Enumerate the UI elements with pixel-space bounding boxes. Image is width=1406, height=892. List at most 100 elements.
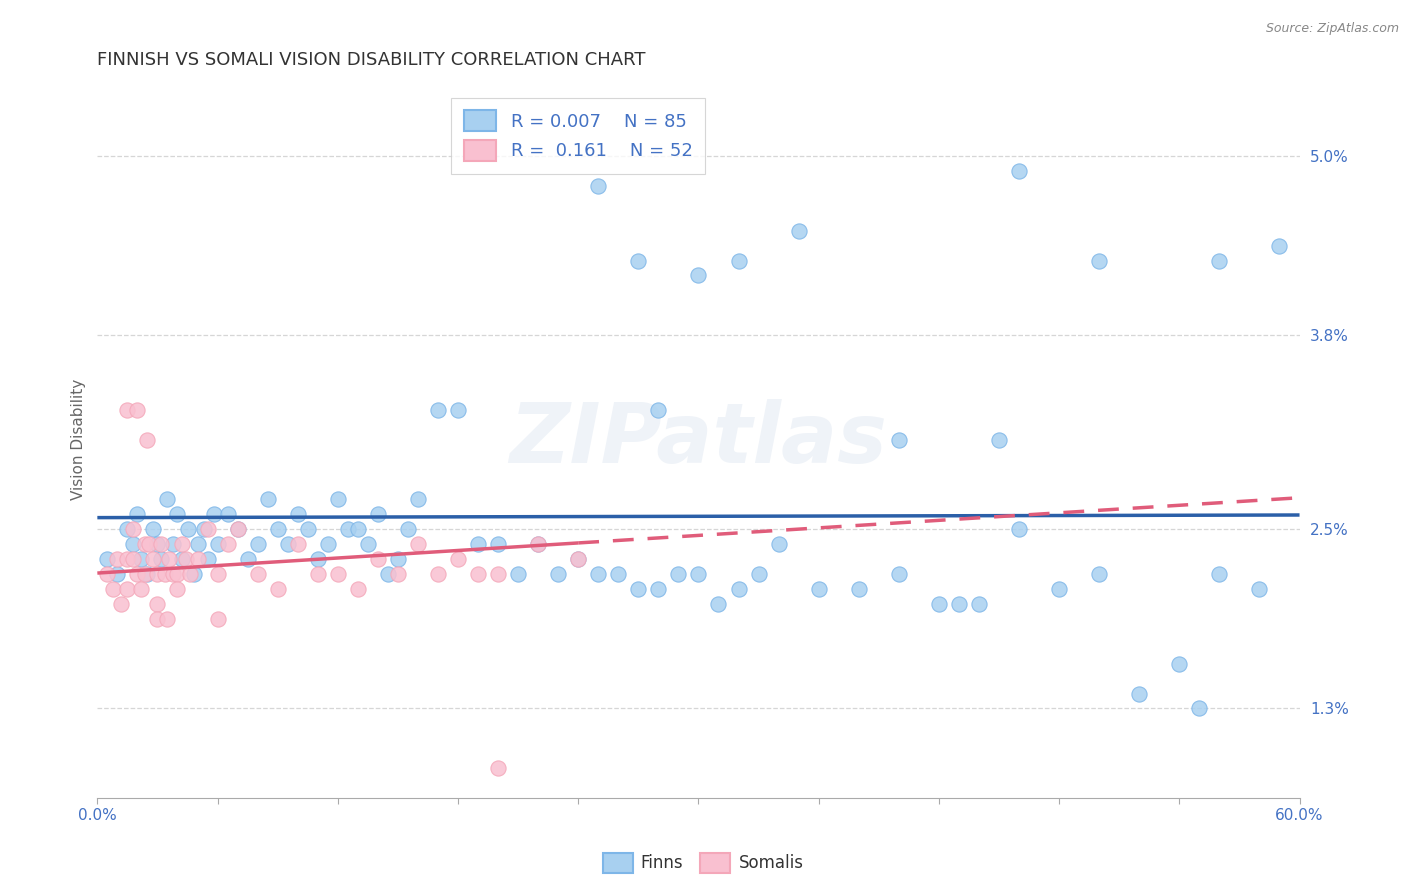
- Point: [307, 567, 329, 582]
- Point: [166, 508, 188, 522]
- Point: [146, 537, 169, 551]
- Point: [170, 537, 193, 551]
- Point: [266, 582, 288, 596]
- Point: [217, 537, 239, 551]
- Point: [136, 567, 159, 582]
- Y-axis label: Vision Disability: Vision Disability: [72, 379, 86, 500]
- Point: [1088, 567, 1111, 582]
- Point: [1168, 657, 1191, 671]
- Point: [887, 567, 910, 582]
- Point: [246, 567, 269, 582]
- Point: [117, 522, 139, 536]
- Point: [134, 567, 156, 582]
- Point: [202, 508, 225, 522]
- Point: [162, 567, 184, 582]
- Point: [426, 567, 449, 582]
- Point: [162, 537, 184, 551]
- Point: [127, 508, 149, 522]
- Point: [387, 567, 409, 582]
- Point: [155, 567, 177, 582]
- Point: [207, 567, 229, 582]
- Text: Source: ZipAtlas.com: Source: ZipAtlas.com: [1265, 22, 1399, 36]
- Point: [127, 567, 149, 582]
- Point: [117, 402, 139, 417]
- Point: [170, 552, 193, 566]
- Point: [131, 552, 153, 566]
- Point: [150, 552, 173, 566]
- Point: [166, 582, 188, 596]
- Point: [396, 522, 419, 536]
- Point: [567, 552, 589, 566]
- Point: [146, 597, 169, 611]
- Text: ZIPatlas: ZIPatlas: [509, 400, 887, 480]
- Point: [527, 537, 550, 551]
- Point: [1008, 164, 1031, 178]
- Point: [326, 492, 349, 507]
- Legend: R = 0.007    N = 85, R =  0.161    N = 52: R = 0.007 N = 85, R = 0.161 N = 52: [451, 97, 706, 174]
- Point: [193, 522, 215, 536]
- Point: [486, 761, 509, 775]
- Point: [486, 537, 509, 551]
- Point: [1268, 238, 1291, 252]
- Point: [988, 433, 1011, 447]
- Point: [105, 552, 128, 566]
- Point: [406, 537, 429, 551]
- Point: [246, 537, 269, 551]
- Point: [928, 597, 950, 611]
- Point: [948, 597, 970, 611]
- Point: [207, 537, 229, 551]
- Point: [707, 597, 730, 611]
- Point: [486, 567, 509, 582]
- Point: [426, 402, 449, 417]
- Point: [567, 552, 589, 566]
- Point: [967, 597, 990, 611]
- Point: [527, 537, 550, 551]
- Point: [287, 508, 309, 522]
- Point: [183, 567, 205, 582]
- Point: [447, 552, 470, 566]
- Point: [266, 522, 288, 536]
- Point: [197, 522, 219, 536]
- Point: [547, 567, 569, 582]
- Point: [117, 582, 139, 596]
- Point: [387, 552, 409, 566]
- Point: [131, 582, 153, 596]
- Point: [146, 612, 169, 626]
- Point: [336, 522, 359, 536]
- Point: [186, 537, 208, 551]
- Point: [103, 582, 125, 596]
- Point: [588, 178, 610, 193]
- Point: [159, 552, 181, 566]
- Point: [727, 253, 749, 268]
- Point: [176, 522, 198, 536]
- Point: [142, 552, 165, 566]
- Point: [122, 552, 145, 566]
- Point: [668, 567, 690, 582]
- Point: [207, 612, 229, 626]
- Point: [226, 522, 249, 536]
- Point: [346, 522, 368, 536]
- Point: [134, 537, 156, 551]
- Point: [447, 402, 470, 417]
- Point: [156, 612, 179, 626]
- Point: [848, 582, 870, 596]
- Point: [297, 522, 319, 536]
- Point: [150, 537, 173, 551]
- Point: [326, 567, 349, 582]
- Point: [127, 402, 149, 417]
- Point: [1088, 253, 1111, 268]
- Point: [887, 433, 910, 447]
- Point: [105, 567, 128, 582]
- Point: [142, 522, 165, 536]
- Point: [122, 537, 145, 551]
- Point: [117, 552, 139, 566]
- Point: [197, 552, 219, 566]
- Point: [367, 508, 389, 522]
- Point: [1208, 567, 1230, 582]
- Point: [727, 582, 749, 596]
- Point: [1208, 253, 1230, 268]
- Point: [748, 567, 770, 582]
- Point: [1128, 687, 1150, 701]
- Point: [688, 567, 710, 582]
- Point: [377, 567, 399, 582]
